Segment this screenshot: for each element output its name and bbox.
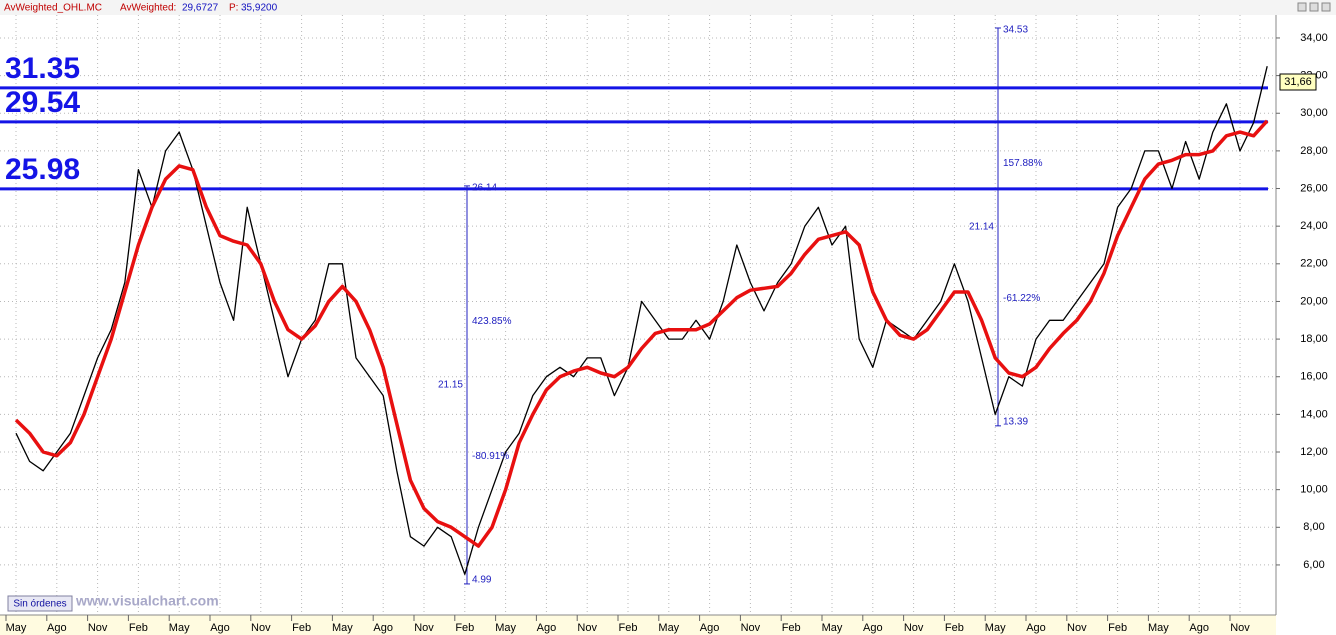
x-tick-label: May (658, 622, 679, 634)
x-tick-label: Nov (251, 622, 271, 634)
x-tick-label: Ago (1026, 622, 1046, 634)
measure-down: -80.91% (472, 451, 509, 462)
level-label: 29.54 (5, 86, 80, 119)
measure-down: -61.22% (1003, 293, 1040, 304)
grid (0, 15, 1276, 615)
measure-range: 21.14 (969, 222, 994, 233)
level-label: 31.35 (5, 52, 80, 85)
close-button[interactable] (1321, 2, 1331, 12)
x-tick-label: Feb (129, 622, 148, 634)
x-tick-label: Ago (47, 622, 67, 634)
y-tick-label: 14,00 (1300, 408, 1328, 420)
measure-range: 21.15 (438, 380, 463, 391)
y-tick-label: 6,00 (1303, 559, 1324, 571)
orders-button-label: Sin órdenes (13, 599, 66, 610)
price-tag (1279, 73, 1317, 91)
plot (0, 27, 1269, 585)
x-tick-label: Ago (537, 622, 557, 634)
label: AvWeighted: (120, 3, 176, 14)
orders-button[interactable] (7, 595, 73, 612)
y-tick-label: 8,00 (1303, 521, 1324, 533)
x-tick-label: Nov (1230, 622, 1250, 634)
x-tick-label: May (6, 622, 27, 634)
x-tick-label: May (332, 622, 353, 634)
x-tick-label: Feb (292, 622, 311, 634)
x-tick-label: Nov (904, 622, 924, 634)
value: 29,6727 (182, 3, 219, 14)
x-tick-label: Feb (619, 622, 638, 634)
x-tick-label: May (822, 622, 843, 634)
header-bar (0, 0, 1336, 15)
x-tick-label: Feb (1108, 622, 1127, 634)
y-tick-label: 16,00 (1300, 371, 1328, 383)
x-tick-label: May (169, 622, 190, 634)
level-label: 25.98 (5, 153, 80, 186)
value: 35,9200 (241, 3, 278, 14)
x-tick-label: Nov (577, 622, 597, 634)
y-tick-label: 22,00 (1300, 258, 1328, 270)
x-tick-label: May (985, 622, 1006, 634)
y-tick-label: 18,00 (1300, 333, 1328, 345)
x-tick-label: Ago (210, 622, 230, 634)
x-axis-area (0, 615, 1276, 635)
x-tick-label: Nov (88, 622, 108, 634)
x-tick-label: Ago (863, 622, 883, 634)
minimize-button[interactable] (1297, 2, 1307, 12)
y-tick-label: 12,00 (1300, 446, 1328, 458)
x-tick-label: Ago (700, 622, 720, 634)
measure-up: 423.85% (472, 316, 512, 327)
y-axis-area (1276, 15, 1336, 635)
header: AvWeighted_OHL.MC AvWeighted: 29,6727 P:… (4, 3, 278, 14)
x-tick-label: Ago (1189, 622, 1209, 634)
x-tick-label: Ago (373, 622, 393, 634)
series-line (15, 66, 1268, 575)
y-tick-label: 26,00 (1300, 182, 1328, 194)
y-tick-label: 28,00 (1300, 145, 1328, 157)
y-tick-label: 24,00 (1300, 220, 1328, 232)
y-tick-label: 10,00 (1300, 484, 1328, 496)
measure-high: 26.14 (472, 183, 497, 194)
window-controls (1297, 2, 1331, 12)
x-tick-label: Feb (455, 622, 474, 634)
price-tag-label: 31,66 (1284, 76, 1312, 88)
label: P: (229, 3, 238, 14)
maximize-button[interactable] (1309, 2, 1319, 12)
y-tick-label: 30,00 (1300, 107, 1328, 119)
x-tick-label: Nov (1067, 622, 1087, 634)
x-tick-label: Nov (414, 622, 434, 634)
measure-low: 4.99 (472, 575, 492, 586)
y-tick-label: 20,00 (1300, 295, 1328, 307)
x-tick-label: Nov (741, 622, 761, 634)
series-line (14, 119, 1269, 548)
symbol: AvWeighted_OHL.MC (4, 3, 102, 14)
x-tick-label: Feb (782, 622, 801, 634)
measure-high: 34.53 (1003, 25, 1028, 36)
x-tick-label: Feb (945, 622, 964, 634)
x-tick-label: May (1148, 622, 1169, 634)
measure-low: 13.39 (1003, 416, 1028, 427)
x-tick-label: May (495, 622, 516, 634)
watermark: www.visualchart.com (75, 593, 219, 609)
measure-up: 157.88% (1003, 158, 1043, 169)
y-tick-label: 34,00 (1300, 32, 1328, 44)
